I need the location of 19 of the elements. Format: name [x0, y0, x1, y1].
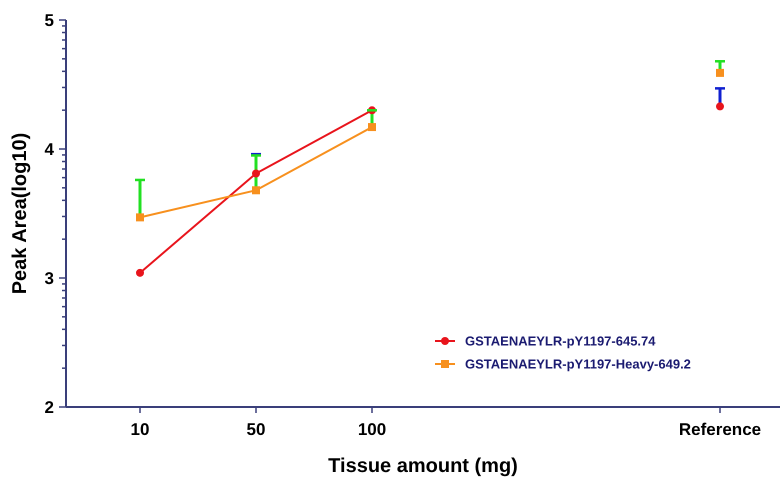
y-tick-label: 5 — [44, 11, 54, 30]
point — [252, 186, 260, 194]
x-tick-label: 10 — [130, 420, 150, 439]
point — [368, 123, 376, 132]
y-axis-title: Peak Area(log10) — [9, 132, 31, 294]
point — [136, 213, 144, 222]
point — [136, 268, 144, 277]
legend-label: GSTAENAEYLR-pY1197-Heavy-649.2 — [465, 356, 691, 372]
x-tick-label: 100 — [358, 420, 386, 439]
point — [716, 102, 724, 110]
point — [716, 68, 724, 77]
x-axis-title: Tissue amount (mg) — [328, 455, 518, 477]
legend-label: GSTAENAEYLR-pY1197-645.74 — [465, 334, 656, 348]
point — [252, 170, 260, 178]
y-tick-label: 4 — [44, 140, 55, 159]
x-tick-label: Reference — [678, 420, 762, 439]
y-tick-label: 2 — [44, 398, 54, 417]
x-tick-label: 50 — [246, 420, 266, 439]
y-tick-label: 3 — [44, 269, 54, 288]
